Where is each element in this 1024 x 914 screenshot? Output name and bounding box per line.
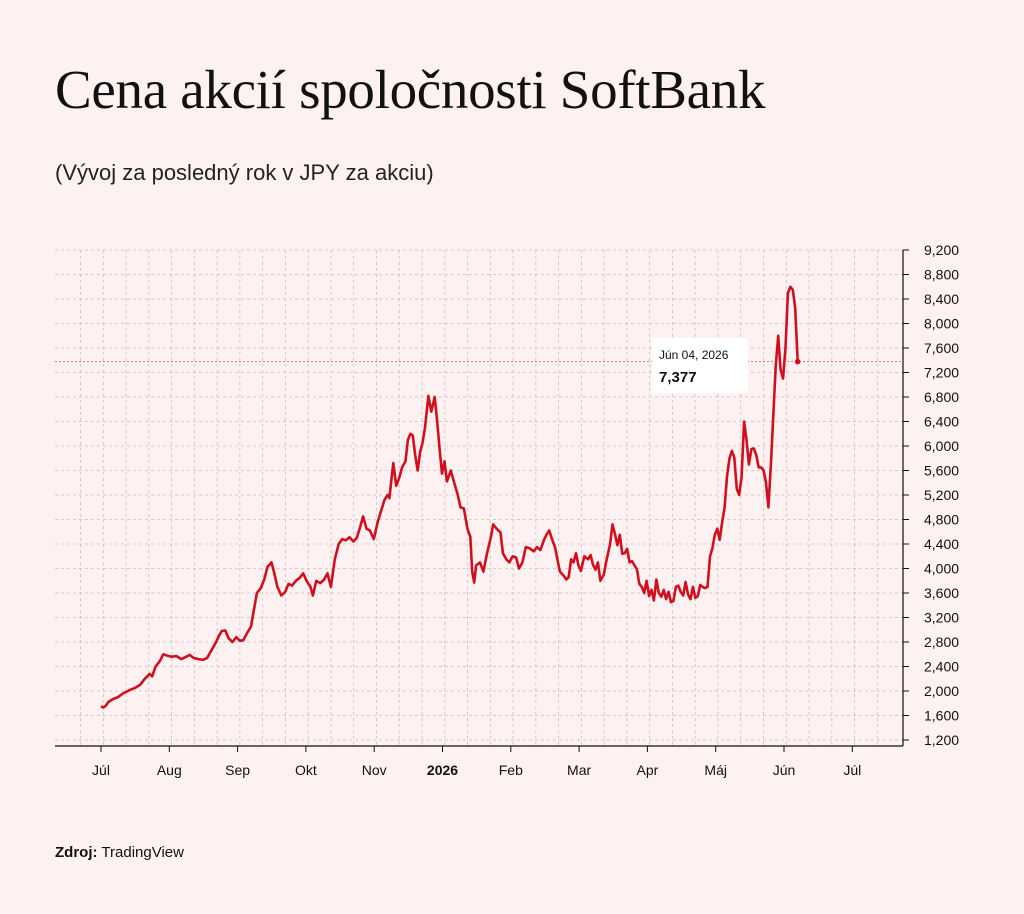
y-tick-label: 4,000 bbox=[924, 561, 959, 577]
x-tick-label: Aug bbox=[157, 762, 182, 778]
x-tick-label: Júl bbox=[92, 762, 110, 778]
x-tick-label: Jún bbox=[773, 762, 796, 778]
y-tick-label: 5,200 bbox=[924, 487, 959, 503]
grid bbox=[55, 249, 903, 746]
y-tick-label: 6,800 bbox=[924, 389, 959, 405]
x-tick-label: Apr bbox=[637, 762, 659, 778]
y-tick-label: 2,400 bbox=[924, 659, 959, 675]
price-line bbox=[100, 285, 801, 709]
y-tick-label: 7,600 bbox=[924, 340, 959, 356]
x-tick-label: Júl bbox=[843, 762, 861, 778]
y-tick-label: 2,800 bbox=[924, 634, 959, 650]
x-tick-label: Feb bbox=[499, 762, 523, 778]
y-tick-label: 6,400 bbox=[924, 414, 959, 430]
y-tick-label: 4,400 bbox=[924, 536, 959, 552]
tooltip-date: Jún 04, 2026 bbox=[659, 348, 729, 362]
source-value: TradingView bbox=[101, 844, 184, 861]
y-tick-label: 5,600 bbox=[924, 463, 959, 479]
tooltip-box bbox=[652, 338, 748, 393]
y-tick-label: 3,600 bbox=[924, 585, 959, 601]
x-tick-label: Máj bbox=[704, 762, 727, 778]
y-tick-label: 7,200 bbox=[924, 365, 959, 381]
y-tick-label: 4,800 bbox=[924, 512, 959, 528]
y-tick-label: 2,000 bbox=[924, 683, 959, 699]
y-tick-label: 8,000 bbox=[924, 316, 959, 332]
x-tick-label: Nov bbox=[362, 762, 387, 778]
y-tick-label: 1,600 bbox=[924, 708, 959, 724]
tooltip-value: 7,377 bbox=[659, 369, 697, 386]
y-tick-label: 8,400 bbox=[924, 291, 959, 307]
source-label: Zdroj: bbox=[55, 844, 98, 861]
y-tick-label: 1,200 bbox=[924, 732, 959, 748]
chart-title: Cena akcií spoločnosti SoftBank bbox=[55, 59, 766, 120]
x-tick-label: Okt bbox=[295, 762, 317, 778]
x-tick-label: Sep bbox=[225, 762, 250, 778]
source-note: Zdroj: TradingView bbox=[55, 844, 184, 861]
axes: 1,200 1,600 2,000 2,400 2,800 3,200 3,600 4,000… bbox=[55, 242, 959, 778]
price-series-line bbox=[100, 285, 799, 709]
x-tick-label: Mar bbox=[567, 762, 591, 778]
y-tick-label: 3,200 bbox=[924, 610, 959, 626]
last-point-marker bbox=[794, 358, 801, 365]
y-tick-label: 9,200 bbox=[924, 242, 959, 258]
y-tick-label: 8,800 bbox=[924, 267, 959, 283]
chart-subtitle: (Vývoj za posledný rok v JPY za akciu) bbox=[55, 160, 434, 185]
x-tick-label: 2026 bbox=[427, 762, 458, 778]
y-tick-label: 6,000 bbox=[924, 438, 959, 454]
last-value-tooltip: Jún 04, 2026 7,377 bbox=[652, 338, 748, 393]
